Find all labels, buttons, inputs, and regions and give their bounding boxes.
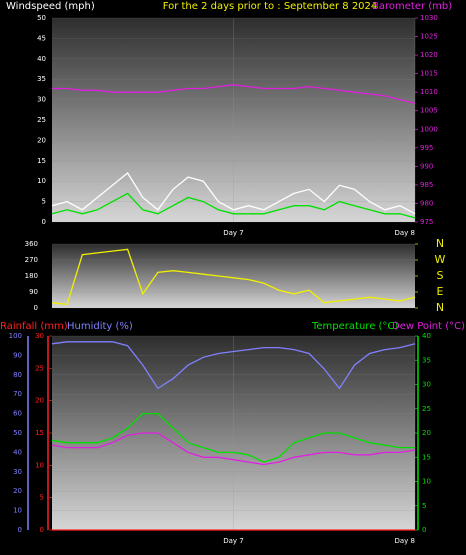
y-tick-label: 100 [9,332,22,340]
y-tick-label: 270 [25,256,38,264]
y2-tick-label: 995 [420,144,433,152]
y2-tick-label: 5 [422,502,426,510]
y-tick-label: 180 [25,272,38,280]
series-line [52,84,416,104]
y2-tick-label: 1025 [420,33,438,41]
y-tick-label: 80 [13,371,22,379]
y2-tick-label: N [436,237,444,250]
y-tick-label: 35 [37,75,46,83]
y3-tick-label: 0 [40,526,44,534]
series-line [51,172,416,215]
y3-tick-label: 25 [35,364,44,372]
y3-tick-label: 15 [35,429,44,437]
y2-tick-label: S [437,269,444,282]
y-tick-label: 20 [13,487,22,495]
y-tick-label: 15 [37,157,46,165]
y-tick-label: 70 [13,390,22,398]
y2-tick-label: 15 [422,453,431,461]
y-tick-label: 0 [34,304,38,312]
y2-tick-label: E [437,285,444,298]
y-tick-label: 50 [37,14,46,22]
series-label: Barometer (mb) [372,1,452,12]
y3-tick-label: 5 [40,494,44,502]
x-tick-label: Day 7 [223,537,244,545]
plot-area [52,244,415,308]
y-tick-label: 40 [13,448,22,456]
y-tick-label: 90 [29,288,38,296]
y2-tick-label: 1030 [420,14,438,22]
y-tick-label: 30 [13,468,22,476]
series-label: Dew Point (°C) [392,321,465,332]
x-tick-label: Day 8 [394,537,415,545]
series-line [51,412,415,463]
series-label: Humidity (%) [67,321,133,332]
y-tick-label: 10 [13,507,22,515]
series-line [51,248,416,306]
y2-tick-label: 990 [420,162,433,170]
y-tick-label: 10 [37,177,46,185]
y-tick-label: 45 [37,34,46,42]
y-axis-label: Windspeed (mph) [6,1,95,12]
y-tick-label: 0 [18,526,22,534]
y2-tick-label: 1020 [420,51,438,59]
x-tick-label: Day 7 [223,229,244,237]
y3-tick-label: 10 [35,461,44,469]
y2-tick-label: W [435,253,446,266]
y2-tick-label: 1000 [420,125,438,133]
y2-tick-label: 35 [422,356,431,364]
y2-tick-label: 40 [422,332,431,340]
y2-tick-label: 980 [420,199,433,207]
y3-tick-label: 20 [35,397,44,405]
y3-tick-label: 30 [35,332,44,340]
y-tick-label: 360 [25,240,38,248]
y2-tick-label: N [436,301,444,314]
series-label: Rainfall (mm) [0,321,68,332]
y-tick-label: 25 [37,116,46,124]
y2-tick-label: 10 [422,478,431,486]
y-tick-label: 5 [42,198,46,206]
y2-tick-label: 30 [422,381,431,389]
y2-tick-label: 20 [422,429,431,437]
y2-tick-label: 1010 [420,88,438,96]
y2-tick-label: 1005 [420,107,438,115]
y-tick-label: 40 [37,55,46,63]
y2-tick-label: 975 [420,218,433,226]
y2-tick-label: 25 [422,405,431,413]
y-tick-label: 0 [42,218,46,226]
series-label: Temperature (°C) [311,321,398,332]
y2-tick-label: 1015 [420,70,438,78]
y2-tick-label: 0 [422,526,426,534]
x-tick-label: Day 8 [394,229,415,237]
y-tick-label: 20 [37,136,46,144]
series-line [51,341,416,390]
chart-title: For the 2 days prior to : September 8 20… [163,1,378,12]
y-tick-label: 30 [37,96,46,104]
y-tick-label: 50 [13,429,22,437]
y-tick-label: 60 [13,410,22,418]
y2-tick-label: 985 [420,181,433,189]
y-tick-label: 90 [13,351,22,359]
series-line [51,432,416,466]
series-line [51,192,416,219]
